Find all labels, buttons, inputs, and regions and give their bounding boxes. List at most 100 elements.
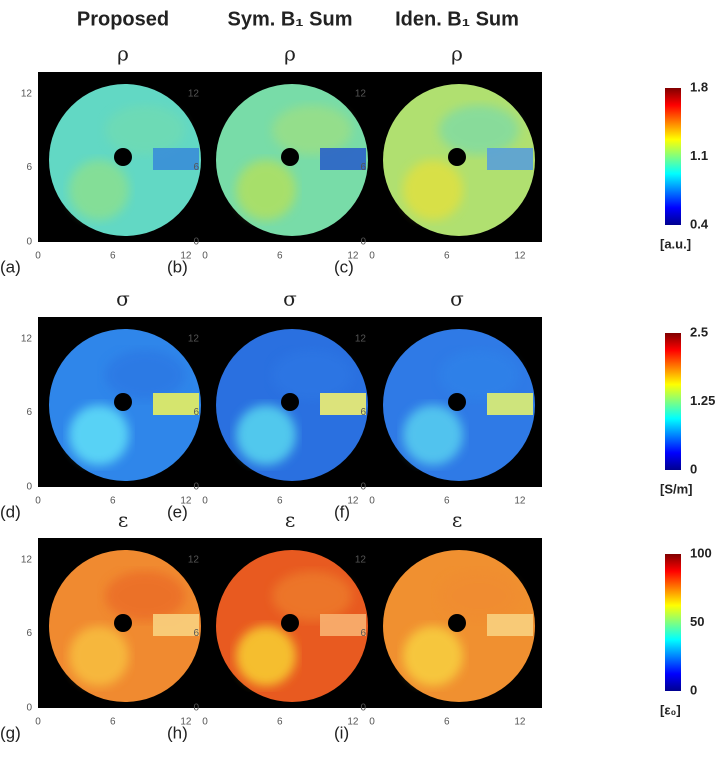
y-tick-label: 6: [360, 162, 366, 173]
panel-label: (c): [334, 257, 354, 276]
x-tick-label: 6: [110, 251, 116, 262]
quantity-symbol: ρ: [451, 42, 463, 66]
colorbar-tick-label: 100: [690, 545, 712, 560]
hole: [281, 148, 299, 166]
y-tick-label: 6: [26, 162, 32, 173]
insert: [320, 393, 366, 415]
map-image: [372, 538, 542, 708]
y-tick-label: 6: [26, 628, 32, 639]
hole: [448, 148, 466, 166]
colorbar-tick-label: 0.4: [690, 216, 709, 231]
colorbar: [665, 88, 681, 225]
x-tick-label: 0: [202, 251, 208, 262]
y-tick-label: 0: [360, 237, 366, 248]
x-tick-label: 12: [514, 496, 526, 507]
map-image: [205, 538, 375, 708]
quantity-symbol: σ: [450, 287, 464, 311]
map-image: [205, 317, 375, 487]
shading: [439, 105, 519, 155]
column-title: Sym. B₁ Sum: [228, 8, 353, 30]
quantity-symbol: σ: [283, 287, 297, 311]
shading: [439, 350, 519, 400]
x-tick-label: 0: [369, 496, 375, 507]
y-tick-label: 0: [26, 703, 32, 714]
x-tick-label: 6: [444, 496, 450, 507]
y-tick-label: 0: [26, 482, 32, 493]
map-image: [205, 72, 375, 242]
y-tick-label: 12: [21, 334, 33, 345]
x-tick-label: 6: [444, 717, 450, 728]
colorbar-tick-label: 50: [690, 614, 704, 629]
x-tick-label: 0: [202, 717, 208, 728]
x-tick-label: 0: [35, 496, 41, 507]
quantity-symbol: ρ: [284, 42, 296, 66]
quantity-symbol: ρ: [117, 42, 129, 66]
shading: [105, 571, 185, 621]
panel-label: (f): [334, 502, 350, 521]
panel-label: (d): [0, 502, 21, 521]
colorbar-tick-label: 0: [690, 461, 697, 476]
x-tick-label: 0: [369, 717, 375, 728]
inclusion: [69, 626, 129, 686]
x-tick-label: 6: [277, 251, 283, 262]
colorbar: [665, 333, 681, 470]
inclusion: [236, 160, 296, 220]
quantity-symbol: ε: [452, 508, 462, 532]
x-tick-label: 12: [514, 251, 526, 262]
inclusion: [236, 626, 296, 686]
insert: [153, 148, 199, 170]
panel-label: (a): [0, 257, 21, 276]
insert: [320, 614, 366, 636]
panel-label: (h): [167, 723, 188, 742]
hole: [281, 614, 299, 632]
map-image: [38, 538, 208, 708]
shading: [272, 105, 352, 155]
y-tick-label: 0: [26, 237, 32, 248]
insert: [487, 148, 533, 170]
quantity-symbol: ε: [285, 508, 295, 532]
shading: [105, 350, 185, 400]
map-image: [38, 317, 208, 487]
x-tick-label: 0: [35, 717, 41, 728]
x-tick-label: 12: [514, 717, 526, 728]
shading: [439, 571, 519, 621]
insert: [320, 148, 366, 170]
shading: [272, 350, 352, 400]
colorbar-tick-label: 1.25: [690, 393, 715, 408]
shading: [105, 105, 185, 155]
x-tick-label: 6: [277, 496, 283, 507]
insert: [153, 614, 199, 636]
y-tick-label: 12: [355, 89, 367, 100]
map-image: [38, 72, 208, 242]
shading: [272, 571, 352, 621]
inclusion: [69, 405, 129, 465]
x-tick-label: 6: [277, 717, 283, 728]
x-tick-label: 12: [347, 717, 359, 728]
panel-label: (e): [167, 502, 188, 521]
map-image: [372, 72, 542, 242]
x-tick-label: 0: [202, 496, 208, 507]
colorbar-tick-label: 2.5: [690, 324, 708, 339]
insert: [487, 614, 533, 636]
x-tick-label: 12: [347, 251, 359, 262]
y-tick-label: 0: [360, 703, 366, 714]
quantity-symbol: σ: [116, 287, 130, 311]
y-tick-label: 6: [193, 162, 199, 173]
y-tick-label: 0: [193, 703, 199, 714]
x-tick-label: 6: [444, 251, 450, 262]
hole: [114, 614, 132, 632]
x-tick-label: 0: [35, 251, 41, 262]
y-tick-label: 6: [193, 407, 199, 418]
colorbar-tick-label: 1.1: [690, 148, 708, 163]
panel-label: (b): [167, 257, 188, 276]
panel-label: (g): [0, 723, 21, 742]
hole: [448, 393, 466, 411]
panel-label: (i): [334, 723, 349, 742]
colorbar-unit: [ε₀]: [660, 702, 681, 717]
y-tick-label: 0: [193, 482, 199, 493]
column-title: Iden. B₁ Sum: [395, 8, 519, 30]
y-tick-label: 6: [193, 628, 199, 639]
x-tick-label: 0: [369, 251, 375, 262]
map-image: [372, 317, 542, 487]
